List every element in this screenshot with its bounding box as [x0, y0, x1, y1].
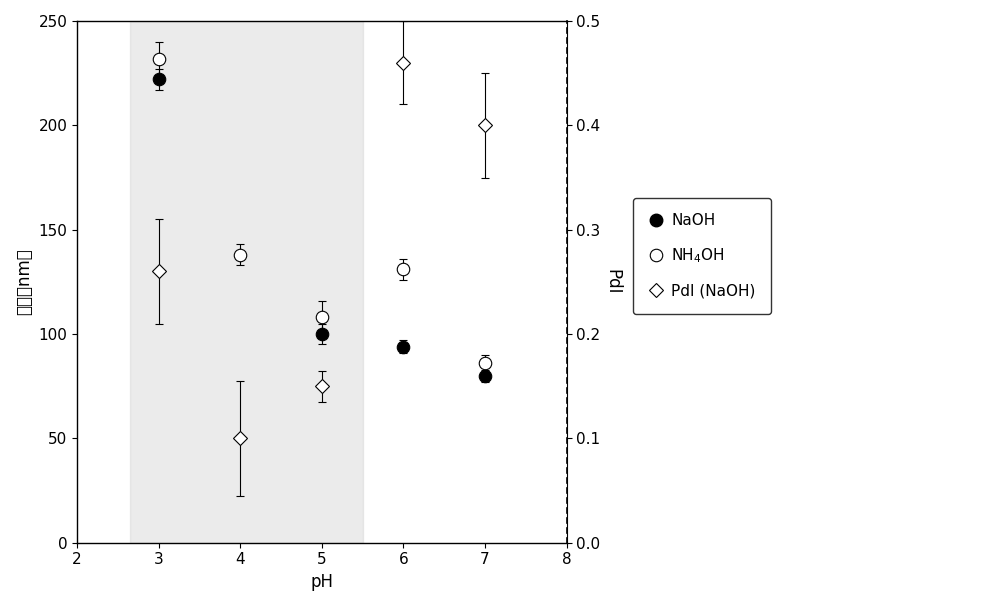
Legend: NaOH, NH$_4$OH, PdI (NaOH): NaOH, NH$_4$OH, PdI (NaOH): [633, 198, 771, 314]
X-axis label: pH: pH: [310, 573, 333, 591]
Y-axis label: 粒径（nm）: 粒径（nm）: [15, 248, 33, 315]
Y-axis label: PdI: PdI: [603, 269, 621, 295]
Bar: [130, 21, 363, 543]
